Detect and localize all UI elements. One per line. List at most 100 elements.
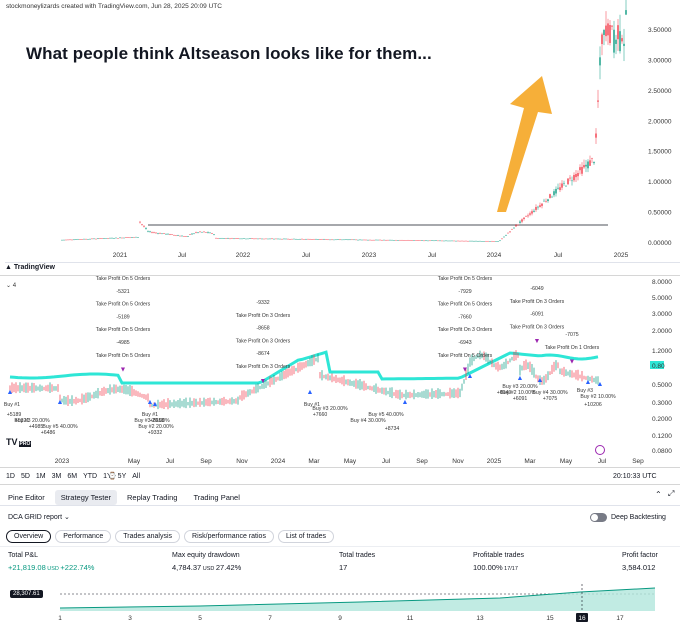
candle-body (137, 237, 139, 238)
candle-body (573, 174, 575, 181)
range-button-5y[interactable]: 5Y (117, 473, 127, 480)
range-button-3m[interactable]: 3M (51, 473, 62, 480)
watermark: stockmoneylizards created with TradingVi… (6, 3, 222, 10)
candle-body (555, 188, 557, 194)
candle-body (91, 238, 93, 240)
candle-body (547, 199, 549, 202)
range-button-all[interactable]: All (132, 473, 141, 480)
y-axis-tick: 3.00000 (648, 57, 672, 64)
moving-average-line (9, 350, 599, 385)
subtab-trades-analysis[interactable]: Trades analysis (115, 530, 181, 543)
candle-body (585, 164, 587, 167)
candle-body (617, 25, 619, 40)
report-selector[interactable]: DCA GRID report ⌄ (8, 513, 70, 521)
candle-body (559, 187, 561, 191)
x-axis-tick: 2023 (362, 252, 377, 259)
report-name[interactable]: DCA GRID report (8, 514, 63, 521)
candle-body (111, 237, 113, 239)
strategy-chart-canvas[interactable]: 8.0000 5.0000 3.0000 2.0000 1.2000 0.80 0.5000… (0, 276, 680, 470)
candle-body (575, 173, 577, 178)
subtab-overview[interactable]: Overview (6, 530, 52, 543)
last-price-tag (650, 361, 664, 369)
candle-body (417, 240, 419, 241)
candle-body (287, 238, 289, 240)
candle-body (161, 233, 163, 235)
y-axis-tick: 0.2000 (652, 416, 672, 423)
buy-label: +10206 (584, 402, 602, 408)
candle-body (171, 234, 173, 235)
metric-extra: 27.42% (215, 563, 242, 572)
candle-body (245, 238, 247, 240)
candle-body (427, 240, 429, 242)
range-button-1y[interactable]: 1Y (103, 473, 112, 480)
candle-body (355, 239, 357, 241)
buy-label: +4985 (29, 424, 44, 430)
equity-chart[interactable]: 1 3 5 7 9 11 13 15 16 17 (0, 584, 680, 631)
buy-label: Buy #1 (142, 412, 158, 418)
pane-collapse[interactable]: ⌄ 4 (6, 282, 16, 289)
tab-replay-trading[interactable]: Replay Trading (127, 493, 178, 502)
x-axis-tick: Sep (632, 458, 644, 465)
range-button-6m[interactable]: 6M (67, 473, 78, 480)
divider (0, 275, 680, 276)
price-chart-canvas: 3.50000 3.00000 2.50000 2.00000 1.50000 1.000… (61, 0, 672, 259)
chevron-down-icon[interactable]: ⌄ (64, 514, 70, 521)
take-profit-label: -6943 (458, 340, 471, 346)
candle-body (463, 240, 465, 242)
chevron-down-icon[interactable]: ⌄ (6, 283, 12, 289)
y-axis-tick: 0.5000 (652, 382, 672, 389)
subtab-performance[interactable]: Performance (55, 530, 112, 543)
candle-body (253, 238, 255, 240)
candle-body (387, 239, 389, 241)
candle-body (149, 231, 151, 233)
candle-body (517, 224, 519, 226)
take-profit-label: Take Profit On 5 Orders (96, 302, 151, 308)
take-profit-label: -9332 (256, 300, 269, 306)
buy-label: +6049 (497, 390, 512, 396)
subtab-list-of-trades[interactable]: List of trades (277, 530, 335, 543)
candle-body (453, 240, 455, 242)
deep-backtesting[interactable]: Deep Backtesting (590, 513, 666, 522)
equity-chart-canvas[interactable]: 1 3 5 7 9 11 13 15 16 17 (0, 584, 680, 631)
take-profit-label: -5189 (116, 314, 129, 320)
deep-backtesting-toggle[interactable] (590, 513, 607, 522)
buy-arrow-icon: ▲ (147, 399, 154, 406)
candle-body (283, 238, 285, 240)
buy-arrow-icon: ▲ (537, 377, 544, 384)
strategy-chart[interactable]: 8.0000 5.0000 3.0000 2.0000 1.2000 0.80 0.5000… (0, 276, 680, 470)
subtab-risk-performance-ratios[interactable]: Risk/performance ratios (184, 530, 274, 543)
take-profit-label: -7929 (458, 289, 471, 295)
candle-body (485, 241, 487, 242)
tradingview-label: TradingView (13, 264, 55, 271)
tab-pine-editor[interactable]: Pine Editor (8, 493, 45, 502)
candle-body (565, 185, 567, 187)
take-profit-label: -8674 (256, 351, 269, 357)
candle-body (89, 238, 91, 240)
candle-body (549, 194, 551, 198)
clock-readout[interactable]: 20:10:33 UTC (613, 473, 657, 480)
event-icon[interactable] (595, 445, 605, 455)
x-axis-tick: 2021 (113, 252, 128, 259)
buy-label: Buy #1 (304, 402, 320, 408)
candle-body (535, 206, 537, 210)
range-button-5d[interactable]: 5D (20, 473, 30, 480)
maximize-icon[interactable]: ⤢ (668, 489, 675, 498)
candle-body (411, 240, 413, 241)
range-button-1m[interactable]: 1M (35, 473, 46, 480)
candle-body (305, 239, 307, 240)
chevron-up-icon[interactable]: ⌃ (655, 490, 662, 499)
calendar-icon[interactable]: ⌚ (108, 473, 117, 480)
take-profit-label: Take Profit On 5 Orders (96, 327, 151, 333)
range-button-ytd[interactable]: YTD (83, 473, 98, 480)
tab-strategy-tester[interactable]: Strategy Tester (54, 490, 117, 505)
range-button-1d[interactable]: 1D (6, 473, 15, 480)
candle-body (379, 239, 381, 241)
candle-body (151, 232, 153, 233)
equity-area (60, 588, 655, 611)
tab-trading-panel[interactable]: Trading Panel (193, 493, 240, 502)
candle-body (373, 239, 375, 241)
arrow-shape (497, 76, 552, 212)
x-axis-tick: 2024 (271, 458, 286, 465)
take-profit-label: -7660 (458, 314, 471, 320)
candle-body (533, 210, 535, 212)
